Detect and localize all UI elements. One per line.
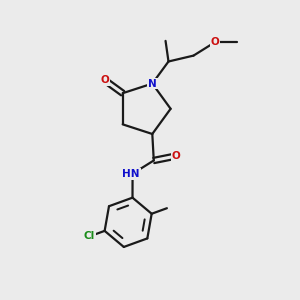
Text: O: O (172, 151, 180, 161)
Text: N: N (148, 79, 157, 88)
Text: O: O (100, 75, 109, 85)
Text: Cl: Cl (84, 231, 95, 242)
Text: HN: HN (122, 169, 140, 179)
Text: O: O (210, 38, 219, 47)
